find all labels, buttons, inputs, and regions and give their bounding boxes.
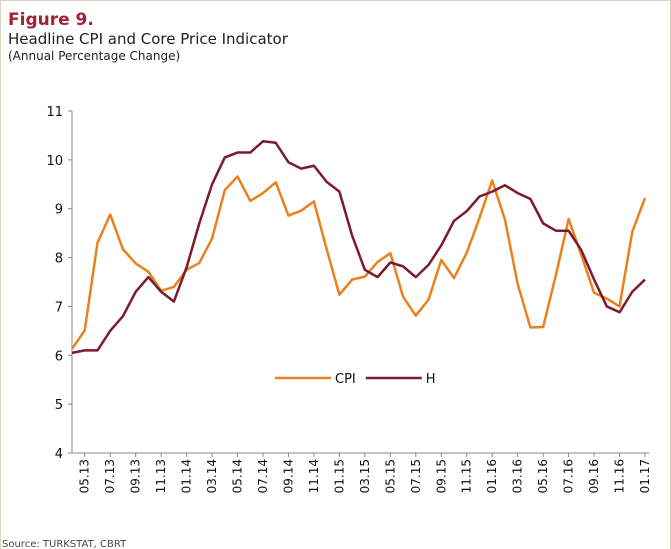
x-tick-label: 09.13: [129, 459, 143, 493]
x-tick-label: 09.16: [587, 459, 601, 493]
legend-label: CPI: [335, 372, 356, 387]
y-tick-label: 10: [46, 154, 63, 169]
x-tick-label: 05.16: [536, 459, 550, 493]
y-tick-label: 4: [55, 447, 63, 462]
x-tick-label: 03.16: [511, 459, 525, 493]
x-tick-label: 05.15: [383, 459, 397, 493]
x-tick-label: 05.13: [78, 459, 92, 493]
y-tick-label: 7: [55, 300, 63, 315]
y-tick-label: 11: [46, 105, 63, 120]
y-tick-label: 6: [55, 349, 63, 364]
x-tick-label: 11.16: [613, 459, 627, 493]
x-tick-label: 01.16: [485, 459, 499, 493]
figure-label: Figure 9.: [8, 10, 94, 30]
chart-subtitle: (Annual Percentage Change): [8, 49, 180, 63]
x-tick-label: 07.14: [256, 459, 270, 493]
x-tick-label: 11.13: [154, 459, 168, 493]
x-tick-label: 11.15: [460, 459, 474, 493]
x-tick-label: 07.15: [409, 459, 423, 493]
x-tick-label: 09.15: [434, 459, 448, 493]
series-line: [70, 175, 647, 350]
x-tick-label: 07.13: [103, 459, 117, 493]
source: Source: TURKSTAT, CBRT: [2, 539, 127, 549]
x-tick-label: 05.14: [231, 459, 245, 493]
x-tick-label: 07.16: [562, 459, 576, 493]
y-tick-label: 9: [55, 203, 63, 218]
x-tick-label: 03.15: [358, 459, 372, 493]
chart-title: Headline CPI and Core Price Indicator: [8, 30, 289, 48]
y-tick-label: 5: [55, 398, 63, 413]
series-line: [71, 140, 646, 355]
legend-label: H: [426, 372, 436, 387]
x-tick-label: 01.15: [332, 459, 346, 493]
x-tick-label: 11.14: [307, 459, 321, 493]
x-tick-label: 03.14: [205, 459, 219, 493]
x-tick-label: 01.17: [638, 459, 652, 493]
x-tick-label: 01.14: [180, 459, 194, 493]
x-tick-label: 09.14: [281, 459, 295, 493]
y-tick-label: 8: [55, 252, 63, 267]
